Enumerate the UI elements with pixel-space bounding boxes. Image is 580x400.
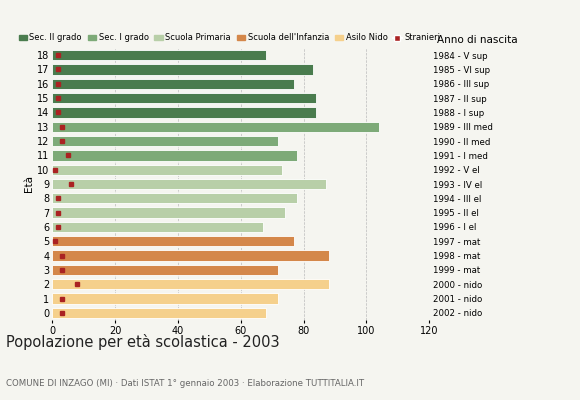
- Bar: [52, 93, 316, 103]
- Bar: [52, 136, 278, 146]
- Bar: [52, 265, 278, 275]
- Bar: [52, 122, 379, 132]
- Bar: [52, 308, 266, 318]
- Bar: [52, 79, 294, 89]
- Bar: [52, 164, 281, 175]
- Bar: [52, 107, 316, 118]
- Bar: [52, 193, 297, 204]
- Text: Popolazione per età scolastica - 2003: Popolazione per età scolastica - 2003: [6, 334, 280, 350]
- Bar: [52, 222, 263, 232]
- Bar: [52, 179, 325, 189]
- Text: COMUNE DI INZAGO (MI) · Dati ISTAT 1° gennaio 2003 · Elaborazione TUTTITALIA.IT: COMUNE DI INZAGO (MI) · Dati ISTAT 1° ge…: [6, 379, 364, 388]
- Legend: Sec. II grado, Sec. I grado, Scuola Primaria, Scuola dell'Infanzia, Asilo Nido, : Sec. II grado, Sec. I grado, Scuola Prim…: [19, 34, 440, 42]
- Bar: [52, 293, 278, 304]
- Bar: [52, 250, 329, 261]
- Bar: [52, 64, 313, 75]
- Y-axis label: Anno di nascita: Anno di nascita: [437, 35, 517, 45]
- Bar: [52, 279, 329, 289]
- Y-axis label: Età: Età: [24, 176, 34, 192]
- Bar: [52, 208, 285, 218]
- Bar: [52, 50, 266, 60]
- Bar: [52, 236, 294, 246]
- Bar: [52, 150, 297, 160]
